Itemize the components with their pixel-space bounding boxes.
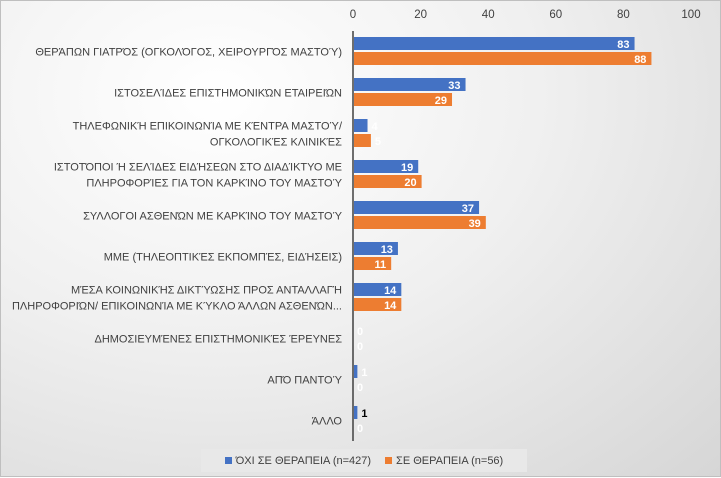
x-tick-label: 40	[482, 9, 495, 21]
category-label: ΙΣΤΟΤΌΠΟΙ Ή ΣΕΛΊΔΕΣ ΕΙΔΉΣΕΩΝ ΣΤΟ ΔΙΑΔΊΚΤ…	[54, 162, 342, 174]
data-label: 19	[401, 162, 413, 174]
category-label: ΟΓΚΟΛΟΓΙΚΈΣ ΚΛΙΝΙΚΈΣ	[210, 137, 342, 149]
data-label: 4	[372, 121, 379, 133]
data-label: 83	[617, 39, 629, 51]
bar	[354, 134, 371, 147]
x-tick-label: 0	[350, 9, 356, 21]
data-label: 29	[435, 95, 447, 107]
data-label: 14	[384, 285, 397, 297]
data-label: 0	[357, 341, 363, 353]
x-tick-label: 100	[681, 9, 700, 21]
legend-item-not-in-therapy: ΌΧΙ ΣΕ ΘΕΡΑΠΕΙΑ (n=427)	[224, 455, 371, 467]
bar	[354, 119, 368, 132]
x-tick-label: 80	[617, 9, 630, 21]
bar	[354, 283, 402, 296]
data-label: 20	[404, 177, 416, 189]
bar	[354, 52, 652, 65]
bar	[354, 78, 466, 91]
category-label: ΙΣΤΟΣΕΛΊΔΕΣ ΕΠΙΣΤΗΜΟΝΙΚΏΝ ΕΤΑΙΡΕΙΏΝ	[114, 88, 342, 100]
bar	[354, 201, 480, 214]
legend-item-in-therapy: ΣΕ ΘΕΡΑΠΕΙΑ (n=56)	[385, 455, 503, 467]
bar	[354, 242, 398, 255]
category-label: ΜΈΣΑ ΚΟΙΝΩΝΙΚΉΣ ΔΙΚΤΎΩΣΗΣ ΠΡΟΣ ΑΝΤΑΛΛΑΓΉ	[71, 285, 342, 297]
data-label: 14	[384, 300, 397, 312]
data-label: 88	[634, 54, 646, 66]
data-label: 0	[357, 326, 363, 338]
data-label: 5	[375, 136, 381, 148]
bar	[354, 257, 392, 270]
data-label: 33	[448, 80, 460, 92]
data-label: 0	[357, 382, 363, 394]
category-label: ΆΛΛΟ	[312, 416, 343, 428]
legend-swatch	[224, 456, 232, 464]
category-label: ΔΗΜΟΣΙΕΥΜΈΝΕΣ ΕΠΙΣΤΗΜΟΝΙΚΈΣ ΈΡΕΥΝΕΣ	[94, 334, 342, 346]
bar	[354, 160, 419, 173]
data-label: 13	[381, 244, 393, 256]
bar	[354, 216, 486, 229]
data-label: 1	[361, 367, 367, 379]
bar	[354, 406, 358, 419]
category-label: ΤΗΛΕΦΩΝΙΚΉ ΕΠΙΚΟΙΝΩΝΊΑ ΜΕ ΚΈΝΤΡΑ ΜΑΣΤΟΎ/	[73, 121, 343, 133]
legend: ΌΧΙ ΣΕ ΘΕΡΑΠΕΙΑ (n=427) ΣΕ ΘΕΡΑΠΕΙΑ (n=5…	[201, 449, 527, 472]
bar	[354, 175, 422, 188]
data-label: 11	[375, 259, 387, 271]
bar	[354, 37, 635, 50]
x-tick-label: 20	[414, 9, 427, 21]
data-label: 1	[361, 408, 367, 420]
legend-swatch	[385, 456, 393, 464]
data-label: 37	[462, 203, 474, 215]
category-label: ΠΛΗΡΟΦΟΡΊΕΣ ΓΙΑ ΤΟΝ ΚΑΡΚΊΝΟ ΤΟΥ ΜΑΣΤΟΎ	[86, 178, 342, 190]
data-label: 0	[357, 423, 363, 435]
bar	[354, 365, 358, 378]
category-label: ΠΛΗΡΟΦΟΡΙΏΝ/ ΕΠΙΚΟΙΝΩΝΊΑ ΜΕ ΚΎΚΛΟ ΆΛΛΩΝ …	[12, 301, 342, 313]
category-label: ΣΥΛΛΟΓΟΙ ΑΣΘΕΝΏΝ ΜΕ ΚΑΡΚΊΝΟ ΤΟΥ ΜΑΣΤΟΎ	[83, 211, 342, 223]
category-label: ΜΜΕ (ΤΗΛΕΟΠΤΙΚΈΣ ΕΚΠΟΜΠΈΣ, ΕΙΔΉΣΕΙΣ)	[104, 252, 342, 264]
category-label: ΑΠΌ ΠΑΝΤΟΎ	[267, 375, 342, 387]
data-label: 39	[469, 218, 481, 230]
x-tick-label: 60	[549, 9, 562, 21]
bar	[354, 298, 402, 311]
bar	[354, 93, 453, 106]
category-label: ΘΕΡΆΠΩΝ ΓΙΑΤΡΌΣ (ΟΓΚΟΛΌΓΟΣ, ΧΕΙΡΟΥΡΓΌΣ Μ…	[35, 47, 342, 59]
